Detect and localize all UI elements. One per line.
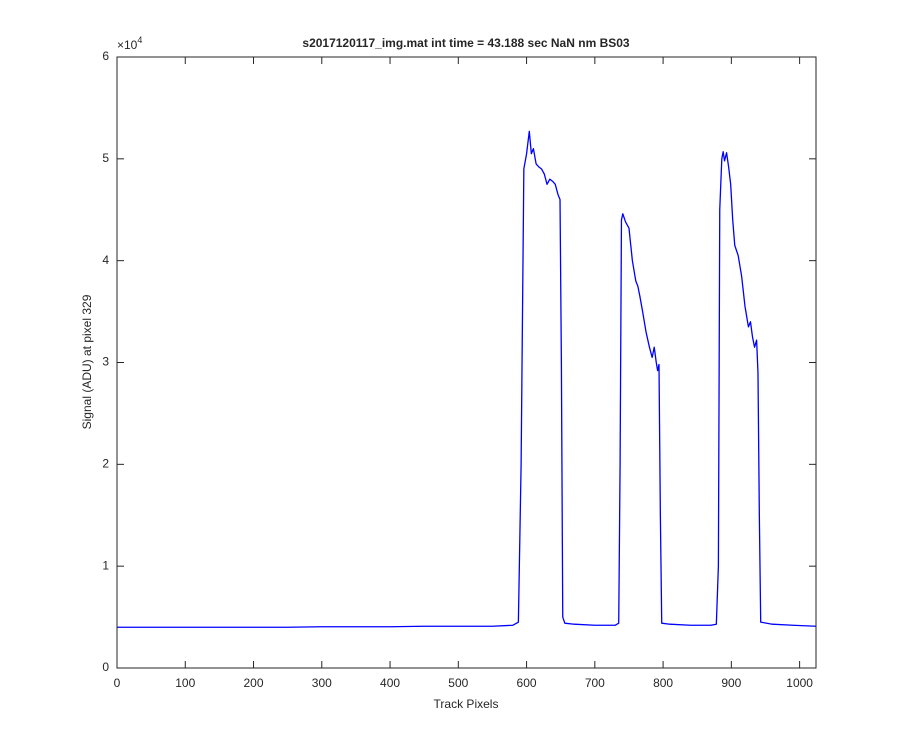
x-tick-label: 700 <box>585 676 605 690</box>
x-tick-label: 1000 <box>786 676 813 690</box>
x-tick-label: 400 <box>380 676 400 690</box>
y-tick-label: 5 <box>102 151 109 165</box>
chart-title: s2017120117_img.mat int time = 43.188 se… <box>302 36 630 50</box>
x-tick-label: 200 <box>244 676 264 690</box>
x-tick-label: 900 <box>721 676 741 690</box>
y-multiplier-base: ×10 <box>117 38 138 52</box>
x-tick-label: 300 <box>312 676 332 690</box>
y-tick-label: 3 <box>102 355 109 369</box>
x-tick-label: 500 <box>448 676 468 690</box>
y-tick-label: 1 <box>102 558 109 572</box>
plot-area <box>117 57 816 668</box>
x-axis-label: Track Pixels <box>434 697 499 711</box>
y-tick-label: 6 <box>102 49 109 63</box>
y-tick-label: 4 <box>102 253 109 267</box>
x-tick-label: 600 <box>517 676 537 690</box>
y-axis-label: Signal (ADU) at pixel 329 <box>80 294 94 429</box>
y-tick-label: 2 <box>102 457 109 471</box>
y-multiplier-exponent: 4 <box>137 35 142 45</box>
y-multiplier: ×104 <box>117 35 142 52</box>
x-tick-label: 0 <box>114 676 121 690</box>
data-line <box>117 130 817 628</box>
x-tick-label: 100 <box>175 676 195 690</box>
y-tick-label: 0 <box>102 660 109 674</box>
x-tick-label: 800 <box>653 676 673 690</box>
axes-box <box>116 56 817 669</box>
